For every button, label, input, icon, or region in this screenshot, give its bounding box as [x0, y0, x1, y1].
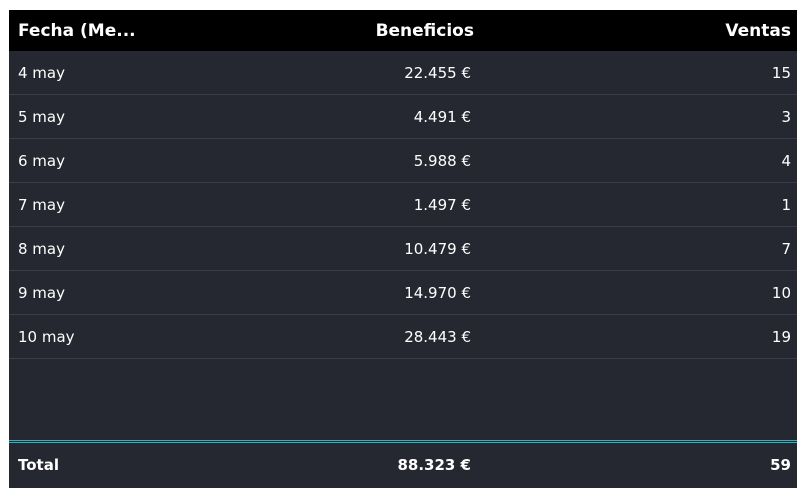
column-header-sales[interactable]: Ventas	[725, 21, 791, 41]
cell-date: 9 may	[18, 284, 65, 302]
cell-date: 6 may	[18, 152, 65, 170]
cell-date: 10 may	[18, 328, 75, 346]
total-label: Total	[18, 456, 59, 474]
column-header-date[interactable]: Fecha (Me...	[18, 21, 136, 41]
total-benefits: 88.323 €	[397, 456, 471, 474]
table-row[interactable]: 4 may 22.455 € 15	[9, 51, 797, 95]
cell-benefits: 28.443 €	[404, 328, 471, 346]
column-header-benefits[interactable]: Beneficios	[375, 21, 474, 41]
cell-date: 7 may	[18, 196, 65, 214]
table-row[interactable]: 10 may 28.443 € 19	[9, 315, 797, 359]
total-sales: 59	[770, 456, 791, 474]
table-row[interactable]: 6 may 5.988 € 4	[9, 139, 797, 183]
table-row[interactable]: 8 may 10.479 € 7	[9, 227, 797, 271]
cell-sales: 4	[781, 152, 791, 170]
table-row[interactable]: 7 may 1.497 € 1	[9, 183, 797, 227]
cell-date: 8 may	[18, 240, 65, 258]
cell-benefits: 1.497 €	[413, 196, 471, 214]
cell-sales: 10	[771, 284, 791, 302]
total-separator	[9, 440, 797, 443]
cell-sales: 3	[781, 108, 791, 126]
cell-date: 5 may	[18, 108, 65, 126]
cell-sales: 1	[781, 196, 791, 214]
cell-sales: 15	[771, 64, 791, 82]
cell-sales: 19	[771, 328, 791, 346]
cell-benefits: 10.479 €	[404, 240, 471, 258]
cell-date: 4 may	[18, 64, 65, 82]
table-header: Fecha (Me... Beneficios Ventas	[9, 10, 797, 51]
cell-sales: 7	[781, 240, 791, 258]
cell-benefits: 4.491 €	[413, 108, 471, 126]
data-table: Fecha (Me... Beneficios Ventas 4 may 22.…	[9, 10, 797, 488]
total-row: Total 88.323 € 59	[9, 443, 797, 488]
cell-benefits: 5.988 €	[413, 152, 471, 170]
table-row[interactable]: 5 may 4.491 € 3	[9, 95, 797, 139]
table-row[interactable]: 9 may 14.970 € 10	[9, 271, 797, 315]
cell-benefits: 22.455 €	[404, 64, 471, 82]
cell-benefits: 14.970 €	[404, 284, 471, 302]
